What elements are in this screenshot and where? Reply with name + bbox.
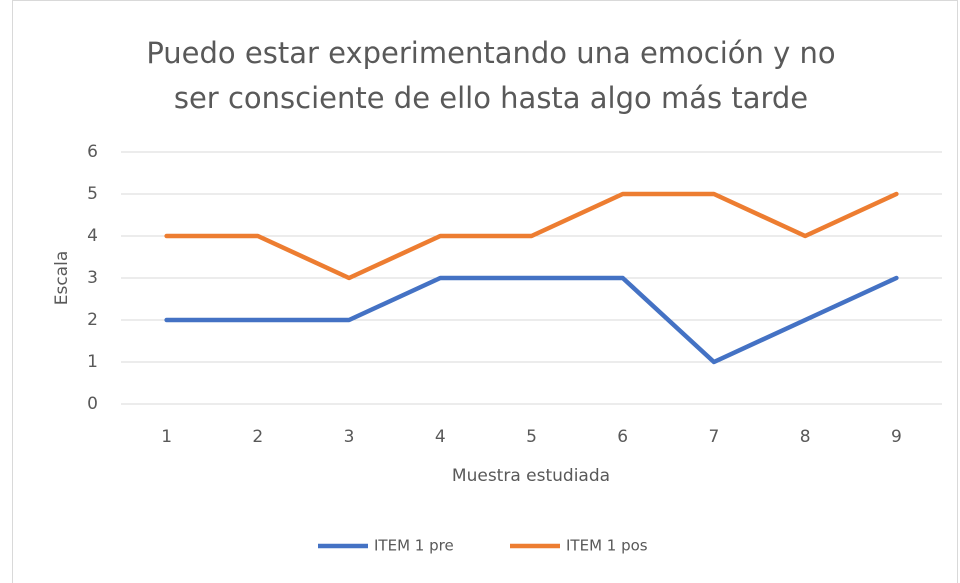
x-tick-label: 6 <box>617 427 628 447</box>
series-line <box>164 191 899 281</box>
legend-label: ITEM 1 pre <box>374 537 454 555</box>
y-tick-label: 3 <box>87 268 98 288</box>
legend-label: ITEM 1 pos <box>566 537 648 555</box>
y-tick-label: 6 <box>87 142 98 162</box>
y-tick-label: 4 <box>87 226 98 246</box>
y-tick-label: 1 <box>87 352 98 372</box>
x-tick-label: 5 <box>526 427 537 447</box>
x-tick-label: 1 <box>161 427 172 447</box>
y-tick-label: 2 <box>87 310 98 330</box>
x-tick-label: 3 <box>344 427 355 447</box>
y-axis-label: Escala <box>52 251 72 306</box>
chart-title: ser consciente de ello hasta algo más ta… <box>174 81 808 115</box>
chart-frame <box>12 0 958 583</box>
x-tick-label: 2 <box>252 427 263 447</box>
chart-title: Puedo estar experimentando una emoción y… <box>146 36 835 70</box>
y-tick-label: 5 <box>87 184 98 204</box>
x-axis-label: Muestra estudiada <box>452 466 610 486</box>
y-tick-label: 0 <box>87 394 98 414</box>
x-tick-label: 7 <box>709 427 720 447</box>
series-line <box>164 275 899 365</box>
x-tick-label: 9 <box>891 427 902 447</box>
x-tick-label: 4 <box>435 427 446 447</box>
x-tick-label: 8 <box>800 427 811 447</box>
